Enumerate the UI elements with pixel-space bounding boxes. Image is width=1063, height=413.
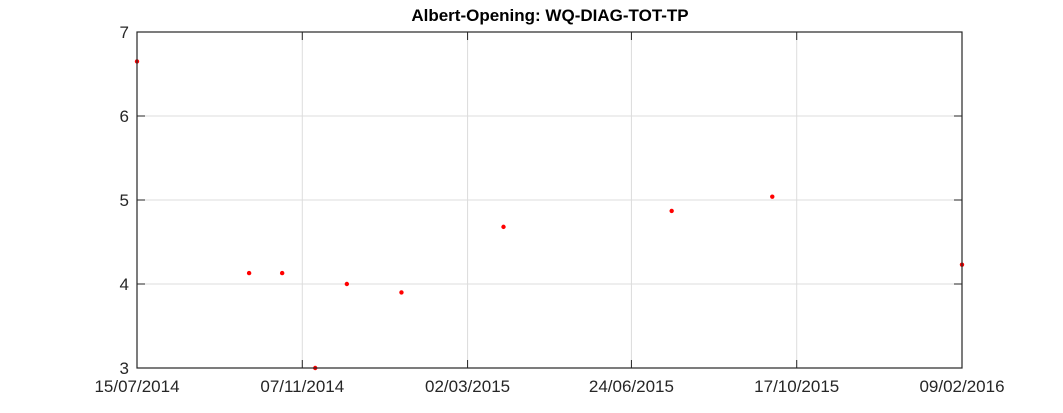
- tick-labels: 15/07/2014 07/11/2014 02/03/2015 24/06/2015…: [94, 23, 1004, 396]
- x-tick-label: 09/02/2016: [919, 377, 1004, 396]
- grid: [137, 32, 962, 368]
- y-tick-label: 7: [120, 23, 129, 42]
- x-tick-label: 15/07/2014: [94, 377, 179, 396]
- y-tick-label: 5: [120, 191, 129, 210]
- data-point: [770, 194, 775, 199]
- y-tick-label: 3: [120, 359, 129, 378]
- data-point: [501, 224, 506, 230]
- x-tick-label: 07/11/2014: [260, 377, 344, 396]
- data-point: [344, 281, 350, 287]
- y-tick-label: 6: [120, 107, 129, 126]
- plot-area: [136, 31, 963, 369]
- data-points: [134, 59, 965, 371]
- chart-title: Albert-Opening: WQ-DIAG-TOT-TP: [411, 6, 688, 25]
- x-tick-label: 24/06/2015: [589, 377, 674, 396]
- data-point: [279, 270, 285, 276]
- data-point: [399, 290, 404, 295]
- data-point: [246, 270, 252, 276]
- x-tick-label: 17/10/2015: [754, 377, 839, 396]
- y-tick-label: 4: [120, 275, 129, 294]
- x-tick-label: 02/03/2015: [425, 377, 510, 396]
- data-point: [669, 208, 674, 214]
